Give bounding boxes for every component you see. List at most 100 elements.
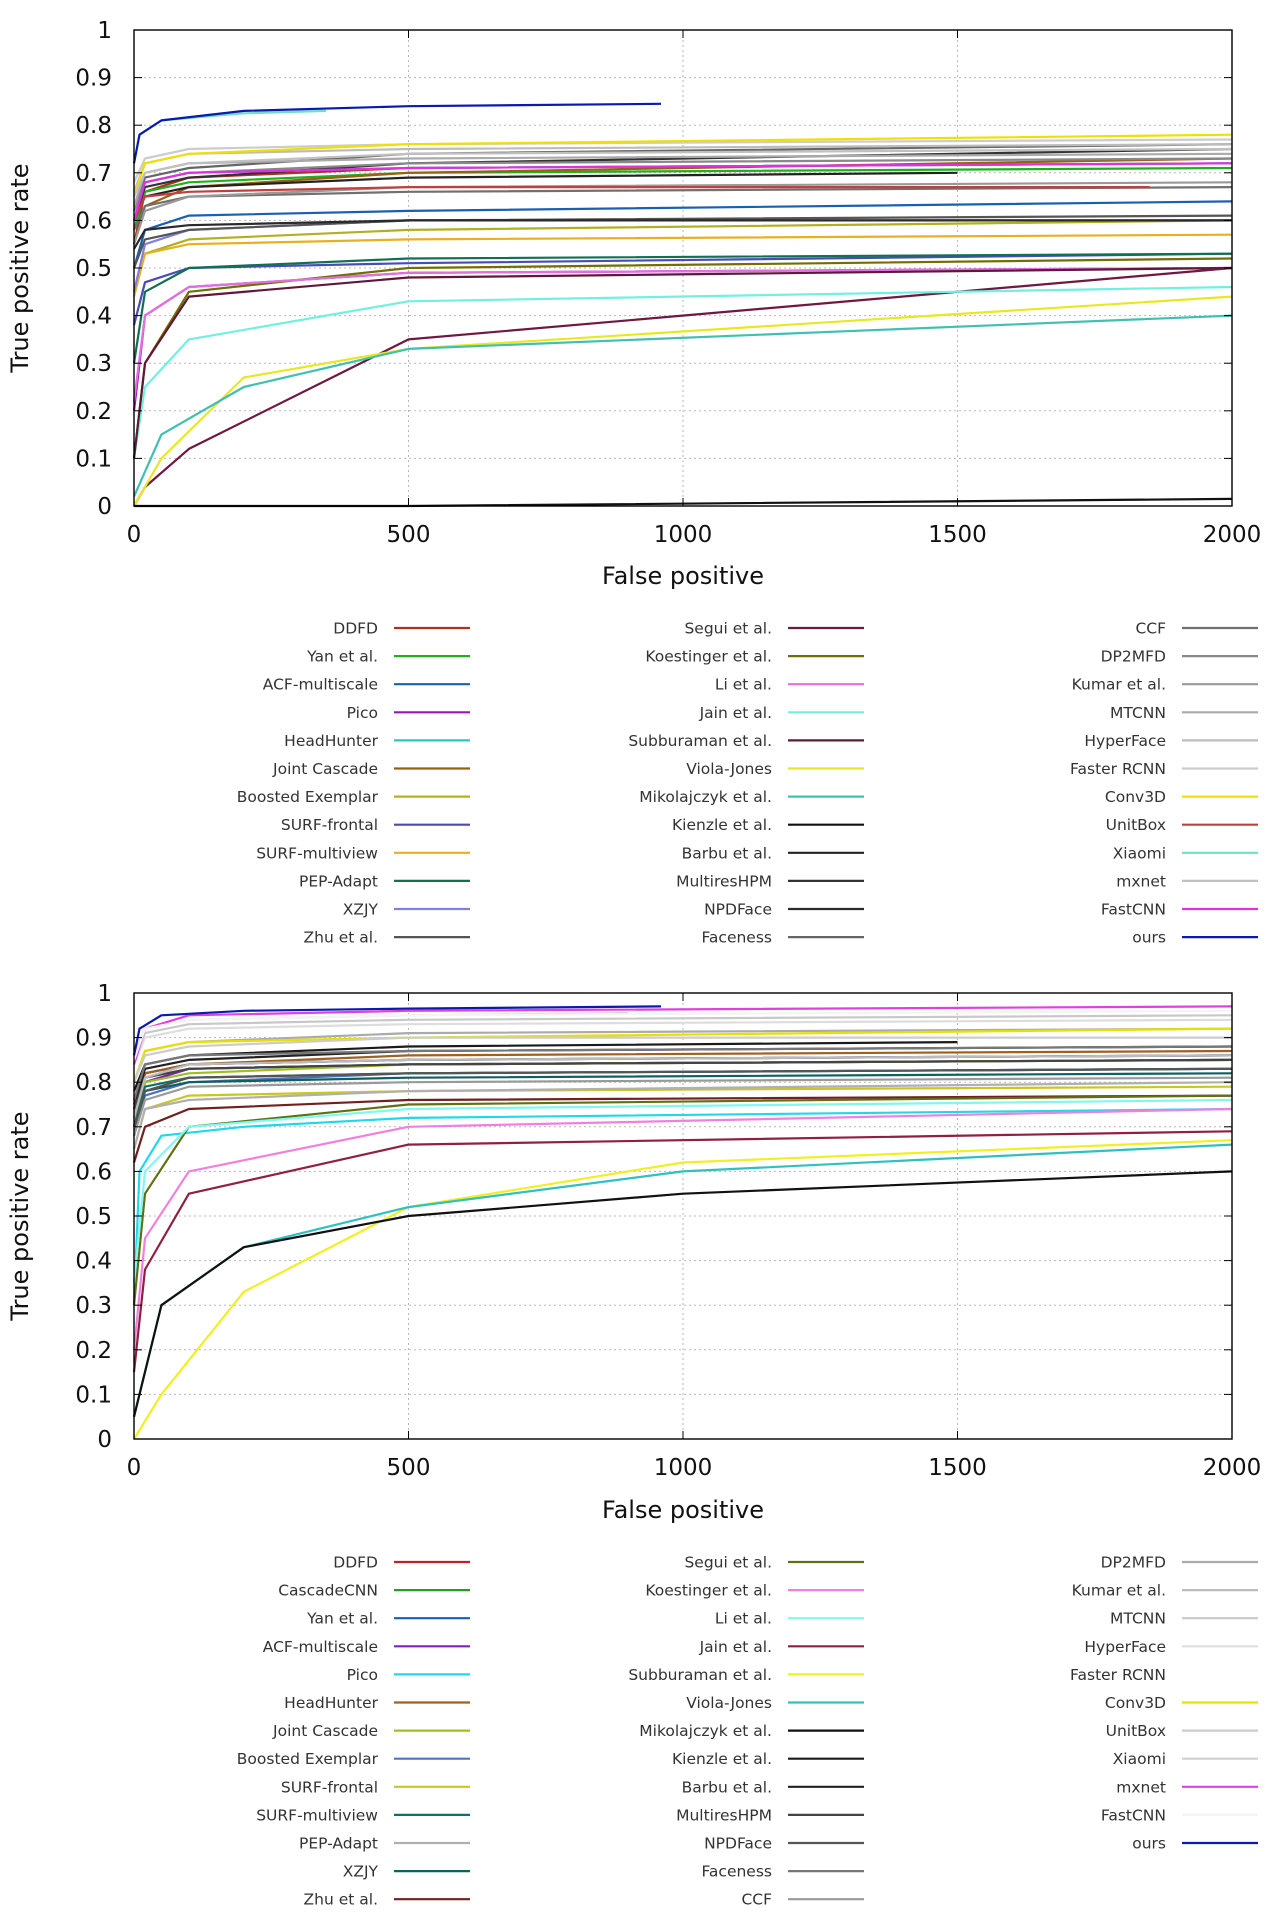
legend-label: XZJY [343,901,379,919]
legend-label: FastCNN [1101,901,1166,919]
legend-label: UnitBox [1106,816,1166,834]
legend-label: ours [1132,929,1166,947]
legend-label: SURF-frontal [281,1778,378,1796]
legend-label: Segui et al. [684,1554,772,1572]
series-line-mxnet [133,147,1233,198]
legend-label: Kienzle et al. [672,816,772,834]
y-axis-title: True positive rate [6,1111,34,1321]
legend-item: mxnet [1116,872,1258,890]
legend-label: Barbu et al. [682,844,772,862]
legend-item: Segui et al. [684,1554,864,1572]
legend-item: Conv3D [1105,1694,1258,1712]
legend-label: Conv3D [1105,1694,1166,1712]
legend-label: Segui et al. [684,620,772,638]
legend-label: SURF-multiview [256,844,378,862]
legend-label: Conv3D [1105,788,1166,806]
series-line-jain-et-al [132,1130,1233,1373]
legend-item: Kumar et al. [1072,676,1258,694]
legend-label: NPDFace [704,1835,772,1853]
series-line-li-et-al [132,266,1233,402]
legend: DDFD Yan et al. ACF-multiscale Pico HeadHunt… [237,620,1258,947]
legend-item: PEP-Adapt [299,1835,470,1853]
legend-label: MultiresHPM [676,1806,772,1824]
legend-item: Joint Cascade [272,1722,470,1740]
legend-label: Faceness [701,929,772,947]
legend-label: MTCNN [1110,704,1166,722]
legend-item: Mikolajczyk et al. [639,788,864,806]
y-tick-label: 0 [97,1427,112,1453]
series-line-koestinger-et-al [132,1107,1233,1350]
legend-label: ACF-multiscale [263,1638,378,1656]
legend-label: Mikolajczyk et al. [639,788,772,806]
legend-label: DDFD [333,1554,378,1572]
legend-item: ours [1132,1835,1258,1853]
legend-label: Viola-Jones [686,1694,772,1712]
legend-label: Faster RCNN [1070,1666,1166,1684]
series-line-conv3d [132,1027,1233,1083]
legend-item: Koestinger et al. [645,648,864,666]
legend-label: Boosted Exemplar [237,1750,379,1768]
series-line-li-et-al [132,1098,1233,1284]
y-tick-label: 1 [97,18,112,44]
legend-item: ours [1132,929,1258,947]
legend-label: Koestinger et al. [645,648,772,666]
legend-item: Barbu et al. [682,844,864,862]
legend-label: CCF [741,1891,772,1909]
series-line-pico [132,1107,1233,1306]
y-tick-label: 0.4 [75,304,112,330]
legend-label: Jain et al. [699,704,772,722]
legend-item: MultiresHPM [676,872,864,890]
y-tick-label: 0.5 [75,1204,112,1230]
legend-label: HeadHunter [284,732,378,750]
legend: DDFD CascadeCNN Yan et al. ACF-multiscale Pi… [237,1554,1258,1909]
legend-item: Zhu et al. [304,929,470,947]
legend-label: Zhu et al. [304,1891,378,1909]
series-line-mikolajczyk-et-al [132,314,1233,497]
legend-label: Pico [347,1666,378,1684]
legend-label: Jain et al. [699,1638,772,1656]
legend-label: ours [1132,1835,1166,1853]
legend-label: XZJY [343,1863,379,1881]
legend-item: HyperFace [1084,1638,1258,1656]
legend-item: Jain et al. [699,704,864,722]
legend-label: Joint Cascade [272,760,378,778]
legend-item: DP2MFD [1101,1554,1258,1572]
legend-label: Faster RCNN [1070,760,1166,778]
legend-item: DP2MFD [1101,648,1258,666]
legend-item: Boosted Exemplar [237,788,470,806]
y-tick-label: 0.1 [75,1382,112,1408]
legend-item: Kumar et al. [1072,1582,1258,1600]
legend-item: DDFD [333,620,470,638]
legend-item: Conv3D [1105,788,1258,806]
legend-label: ACF-multiscale [263,676,378,694]
legend-label: HyperFace [1084,732,1166,750]
legend-item: SURF-frontal [281,1778,470,1796]
legend-item: NPDFace [704,901,864,919]
chart-2: 0 0.1 0.2 0.3 0.4 0.5 0.6 0.7 0.8 0.9 1 0 500 1000 150… [6,981,1261,1909]
legend-label: UnitBox [1106,1722,1166,1740]
legend-item: Subburaman et al. [628,732,864,750]
legend-label: SURF-multiview [256,1806,378,1824]
y-tick-label: 0.3 [75,351,112,377]
legend-label: Li et al. [715,1610,772,1628]
series-line-ccf [132,1076,1233,1137]
legend-item: Faceness [701,1863,864,1881]
y-tick-label: 0.2 [75,1338,112,1364]
legend-item: mxnet [1116,1778,1258,1796]
legend-label: DP2MFD [1101,1554,1166,1572]
legend-item: Yan et al. [306,1610,470,1628]
series-line-kumar-et-al [132,1054,1233,1119]
series-line-subburaman-et-al [132,266,1233,459]
series-line-unitbox [132,1036,1232,1083]
legend-item: ACF-multiscale [263,676,470,694]
legend-item: HeadHunter [284,1694,470,1712]
legend-item: XZJY [343,1863,470,1881]
series-group [132,1005,1233,1440]
y-tick-label: 0.3 [75,1293,112,1319]
legend-label: Barbu et al. [682,1778,772,1796]
y-tick-label: 0.6 [75,208,112,234]
legend-label: MTCNN [1110,1610,1166,1628]
legend-item: Faceness [701,929,864,947]
legend-item: Barbu et al. [682,1778,864,1796]
